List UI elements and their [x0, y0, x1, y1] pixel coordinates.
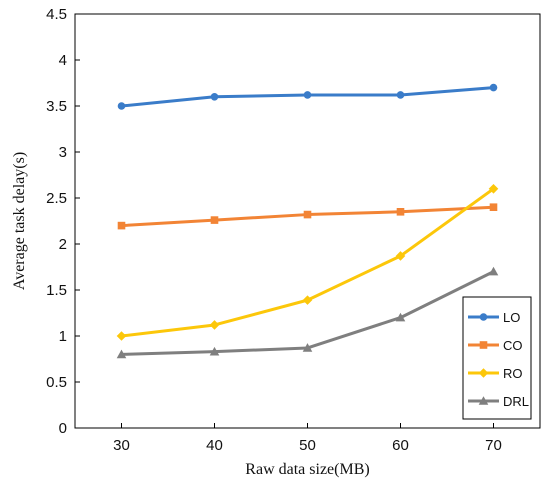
- y-tick-label: 2.5: [46, 190, 67, 207]
- y-axis-title: Average task delay(s): [11, 152, 28, 290]
- data-point-lo: [489, 83, 498, 92]
- legend: LO CO RO DRL: [462, 296, 532, 420]
- data-point-co: [303, 210, 312, 219]
- legend-marker-lo: [479, 313, 488, 321]
- y-tick-label: 0.5: [46, 374, 67, 391]
- data-point-lo: [303, 91, 312, 99]
- x-tick-label: 50: [299, 437, 316, 454]
- legend-marker-co: [479, 341, 488, 349]
- series-co: [117, 203, 498, 230]
- legend-label-ro: RO: [503, 366, 523, 381]
- x-tick-label: 30: [113, 437, 130, 454]
- data-point-co: [396, 208, 405, 216]
- y-tick-label: 1.5: [46, 282, 67, 299]
- y-tick-label: 4.5: [46, 6, 67, 23]
- y-tick-label: 0: [59, 420, 67, 437]
- data-point-ro: [395, 251, 406, 261]
- data-point-drl: [116, 349, 127, 359]
- series-drl: [116, 266, 499, 359]
- legend-item-drl: DRL: [468, 394, 529, 409]
- data-point-drl: [395, 312, 406, 322]
- data-point-co: [489, 203, 498, 211]
- data-point-ro: [116, 331, 127, 341]
- y-tick-label: 3: [59, 144, 67, 161]
- data-point-lo: [396, 91, 405, 99]
- legend-label-lo: LO: [503, 310, 520, 325]
- y-axis-ticks: 0 0.5 1 1.5 2 2.5 3 3.5 4 4.5: [46, 6, 80, 437]
- data-point-lo: [117, 102, 126, 110]
- legend-marker-ro: [478, 368, 489, 378]
- data-point-drl: [488, 266, 499, 276]
- x-tick-label: 60: [392, 437, 409, 454]
- series-lo: [117, 83, 498, 110]
- x-axis-ticks: 30 40 50 60 70: [113, 423, 502, 454]
- data-point-ro: [488, 184, 499, 194]
- data-point-lo: [210, 93, 219, 101]
- x-tick-label: 70: [485, 437, 502, 454]
- data-point-drl: [209, 346, 220, 356]
- data-point-co: [117, 221, 126, 230]
- x-tick-label: 40: [206, 437, 223, 454]
- y-tick-label: 2: [59, 236, 67, 253]
- x-axis-title: Raw data size(MB): [245, 461, 369, 478]
- legend-marker-drl: [478, 396, 489, 405]
- y-tick-label: 3.5: [46, 98, 67, 115]
- y-tick-label: 1: [59, 328, 67, 345]
- legend-item-co: CO: [468, 338, 523, 353]
- legend-label-co: CO: [503, 338, 523, 353]
- data-point-ro: [302, 295, 313, 305]
- legend-item-ro: RO: [468, 366, 523, 381]
- data-point-ro: [209, 320, 220, 330]
- y-tick-label: 4: [59, 52, 67, 69]
- series-layer: [116, 83, 499, 359]
- data-point-drl: [302, 343, 313, 352]
- legend-label-drl: DRL: [503, 394, 529, 409]
- legend-item-lo: LO: [468, 310, 520, 325]
- data-point-co: [210, 216, 219, 224]
- series-ro: [116, 184, 499, 341]
